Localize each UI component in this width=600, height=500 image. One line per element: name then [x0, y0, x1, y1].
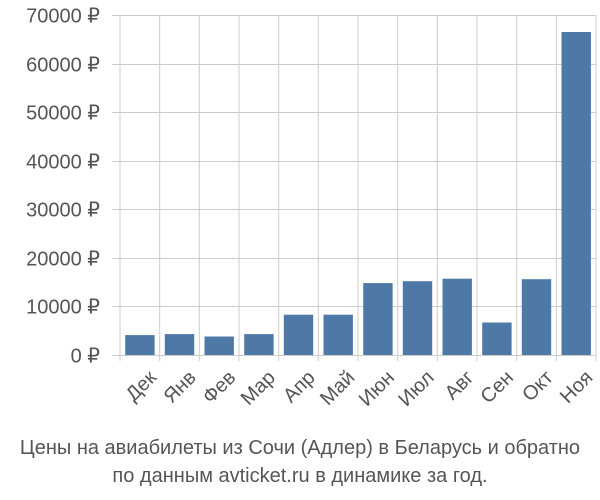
bar [244, 334, 274, 355]
y-tick-label: 40000 ₽ [26, 152, 100, 174]
x-tick-label: Апр [279, 367, 320, 408]
x-tick-label: Ноя [556, 367, 597, 408]
y-tick-label: 0 ₽ [71, 346, 101, 368]
y-tick-label: 30000 ₽ [26, 200, 100, 222]
bar [482, 322, 512, 355]
y-tick-label: 70000 ₽ [26, 6, 100, 28]
x-tick-label: Фев [199, 367, 241, 409]
bar [323, 314, 353, 355]
bar-chart: 0 ₽ 10000 ₽ 20000 ₽ 30000 ₽ 40000 ₽ 50000 ₽ 60… [26, 6, 598, 411]
x-tick-label: Июл [394, 367, 438, 411]
x-tick-label: Авг [441, 367, 479, 405]
x-tick-label: Дек [122, 366, 161, 405]
bar [164, 334, 195, 355]
bar [521, 279, 552, 355]
chart-caption-line-2: по данным avticket.ru в динамике за год. [112, 465, 488, 487]
bar [204, 336, 234, 355]
y-tick-label: 60000 ₽ [26, 55, 100, 77]
x-tick-label: Июн [355, 367, 399, 411]
y-tick-label: 50000 ₽ [26, 103, 100, 125]
x-tick-label: Янв [160, 367, 201, 408]
bar [125, 335, 155, 355]
bars [125, 32, 591, 355]
y-tick-label: 20000 ₽ [26, 249, 100, 271]
bar [442, 278, 472, 355]
bar [363, 283, 393, 355]
bar [561, 32, 591, 355]
chart-caption-line-1: Цены на авиабилеты из Сочи (Адлер) в Бел… [19, 437, 581, 459]
x-tick-label: Сен [476, 367, 517, 408]
y-tick-label: 10000 ₽ [26, 297, 100, 319]
x-tick-label: Окт [518, 367, 557, 406]
gridlines [112, 15, 597, 361]
bar [283, 314, 314, 355]
x-tick-label: Май [316, 367, 359, 410]
y-axis-ticks: 0 ₽ 10000 ₽ 20000 ₽ 30000 ₽ 40000 ₽ 50000 ₽ 60… [26, 6, 100, 368]
bar [402, 281, 433, 355]
x-tick-label: Мар [237, 367, 280, 410]
